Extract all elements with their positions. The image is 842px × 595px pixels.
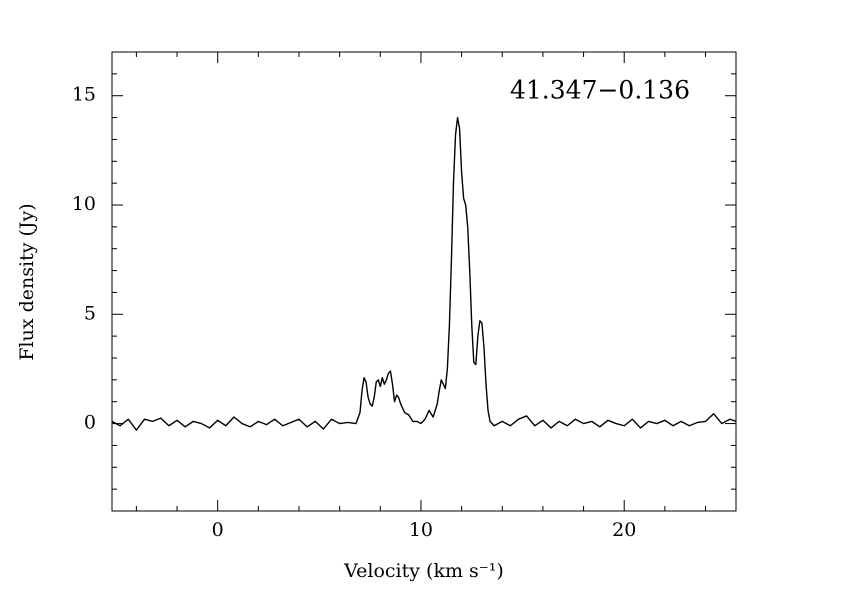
x-axis-label: Velocity (km s⁻¹) bbox=[343, 560, 504, 582]
plot-frame bbox=[111, 51, 737, 512]
y-axis-label: Flux density (Jy) bbox=[16, 203, 38, 360]
x-tick-label: 10 bbox=[409, 519, 433, 541]
y-tick-label: 15 bbox=[72, 84, 96, 106]
spectrum-line bbox=[111, 116, 737, 431]
annotation: 41.347−0.136 bbox=[510, 76, 690, 105]
y-tick-label: 0 bbox=[84, 412, 96, 434]
x-tick-label: 20 bbox=[612, 519, 636, 541]
y-tick-label: 5 bbox=[84, 302, 96, 324]
x-tick-label: 0 bbox=[212, 519, 224, 541]
y-tick-label: 10 bbox=[72, 193, 96, 215]
